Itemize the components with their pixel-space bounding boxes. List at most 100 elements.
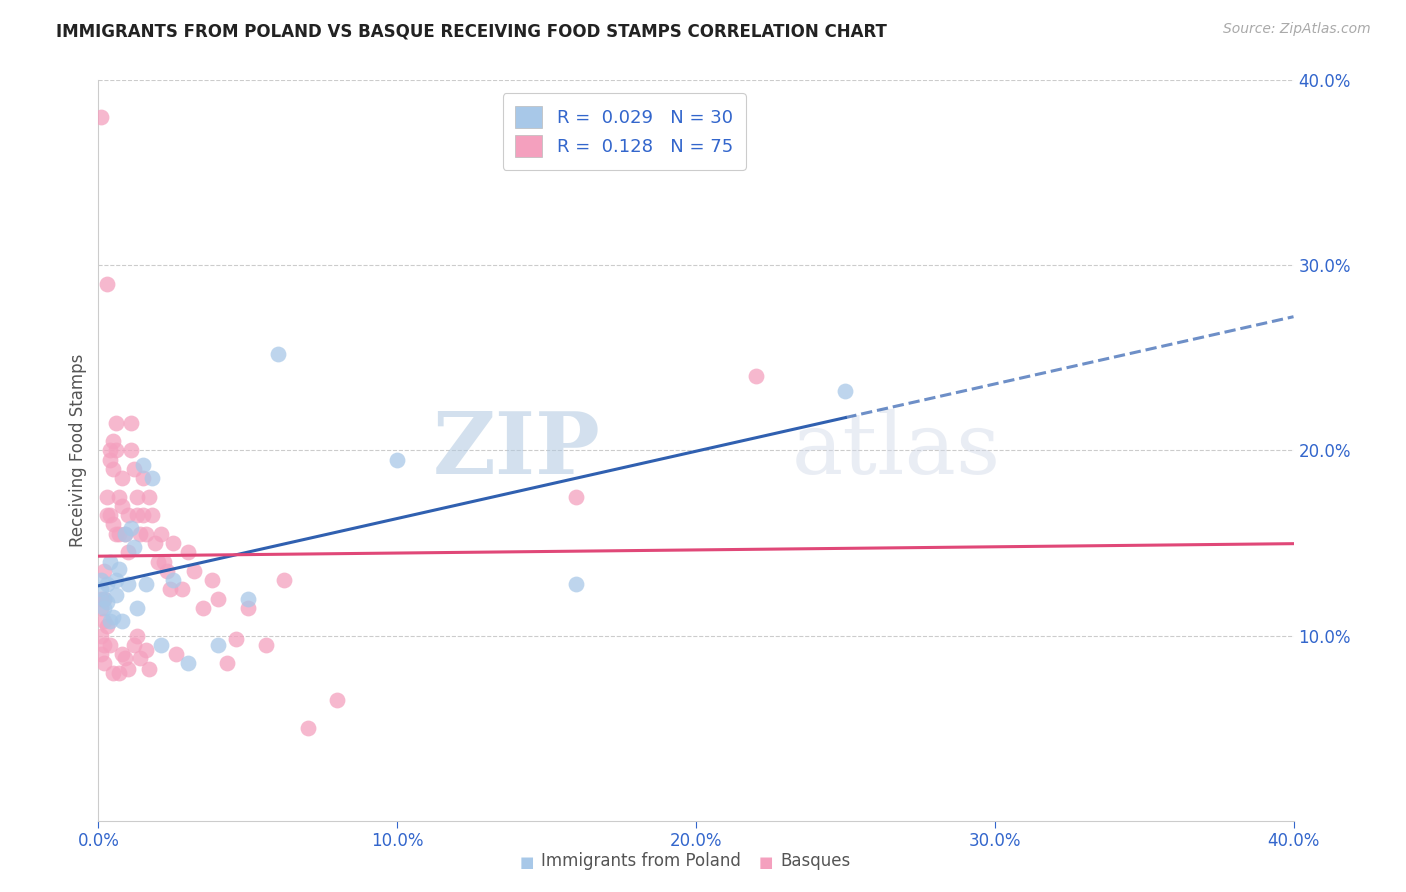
Point	[117, 545, 139, 559]
Point	[105, 588, 128, 602]
Point	[90, 110, 112, 124]
Point	[135, 576, 157, 591]
Text: Immigrants from Poland: Immigrants from Poland	[541, 852, 741, 870]
Point	[120, 521, 142, 535]
Point	[105, 443, 128, 458]
Point	[117, 508, 139, 523]
Point	[105, 416, 128, 430]
Point	[96, 576, 118, 591]
Point	[172, 582, 194, 597]
Point	[90, 573, 112, 587]
Point	[93, 614, 115, 628]
Point	[108, 526, 131, 541]
Point	[124, 462, 146, 476]
Point	[98, 452, 122, 467]
Point	[273, 573, 295, 587]
Point	[93, 657, 115, 671]
Point	[120, 443, 142, 458]
Point	[103, 434, 125, 449]
Point	[177, 545, 200, 559]
Point	[236, 600, 259, 615]
Point	[565, 576, 588, 591]
Point	[96, 277, 118, 291]
Point	[103, 665, 125, 680]
Point	[162, 536, 184, 550]
Point	[120, 416, 142, 430]
Point	[148, 554, 170, 569]
Point	[254, 638, 277, 652]
Point	[129, 526, 152, 541]
Point	[93, 591, 115, 606]
Point	[141, 508, 163, 523]
Point	[98, 443, 122, 458]
Point	[138, 662, 160, 676]
Point	[141, 471, 163, 485]
Point	[177, 657, 200, 671]
Text: ■: ■	[520, 855, 534, 870]
Point	[143, 536, 166, 550]
Point	[111, 614, 134, 628]
Point	[153, 554, 176, 569]
Point	[96, 619, 118, 633]
Point	[159, 582, 181, 597]
Text: ZIP: ZIP	[433, 409, 600, 492]
Text: ■: ■	[759, 855, 773, 870]
Point	[98, 554, 122, 569]
Point	[114, 526, 136, 541]
Point	[326, 693, 349, 707]
Point	[108, 490, 131, 504]
Point	[150, 526, 173, 541]
Point	[98, 638, 122, 652]
Point	[127, 628, 149, 642]
Point	[117, 662, 139, 676]
Point	[162, 573, 184, 587]
Point	[127, 490, 149, 504]
Point	[834, 384, 856, 399]
Point	[215, 657, 238, 671]
Point	[207, 591, 229, 606]
Point	[124, 638, 146, 652]
Point	[207, 638, 229, 652]
Point	[90, 591, 112, 606]
Point	[96, 490, 118, 504]
Point	[165, 647, 187, 661]
Point	[90, 600, 112, 615]
Point	[117, 576, 139, 591]
Point	[103, 610, 125, 624]
Point	[96, 595, 118, 609]
Point	[156, 564, 179, 578]
Point	[135, 643, 157, 657]
Point	[127, 600, 149, 615]
Point	[565, 490, 588, 504]
Point	[138, 490, 160, 504]
Point	[98, 508, 122, 523]
Point	[201, 573, 224, 587]
Point	[111, 471, 134, 485]
Point	[105, 573, 128, 587]
Point	[127, 508, 149, 523]
Point	[93, 564, 115, 578]
Point	[103, 462, 125, 476]
Point	[111, 647, 134, 661]
Point	[90, 628, 112, 642]
Point	[150, 638, 173, 652]
Text: IMMIGRANTS FROM POLAND VS BASQUE RECEIVING FOOD STAMPS CORRELATION CHART: IMMIGRANTS FROM POLAND VS BASQUE RECEIVI…	[56, 22, 887, 40]
Text: Basques: Basques	[780, 852, 851, 870]
Y-axis label: Receiving Food Stamps: Receiving Food Stamps	[69, 354, 87, 547]
Point	[267, 347, 290, 361]
Point	[124, 540, 146, 554]
Point	[96, 508, 118, 523]
Point	[745, 369, 768, 384]
Point	[183, 564, 205, 578]
Point	[132, 471, 155, 485]
Point	[93, 600, 115, 615]
Point	[236, 591, 259, 606]
Point	[105, 526, 128, 541]
Point	[132, 458, 155, 473]
Point	[93, 591, 115, 606]
Point	[132, 508, 155, 523]
Text: atlas: atlas	[792, 409, 1001, 492]
Point	[191, 600, 214, 615]
Text: Source: ZipAtlas.com: Source: ZipAtlas.com	[1223, 22, 1371, 37]
Point	[90, 582, 112, 597]
